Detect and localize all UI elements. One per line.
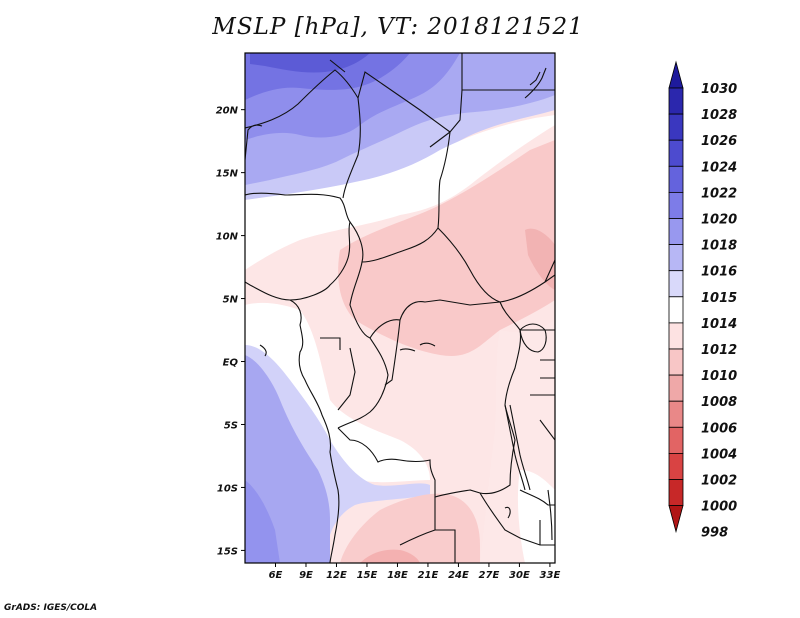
y-tick-label: 10N: [216, 232, 239, 243]
pressure-1010-south: [360, 549, 420, 563]
colorbar-level-label: 1010: [701, 369, 737, 384]
border-sahara-north: [245, 53, 555, 133]
colorbar-level-label: 1006: [701, 421, 737, 436]
border-drc-east: [337, 301, 522, 498]
map-border: [244, 52, 556, 564]
x-tick-label: 30E: [509, 570, 530, 581]
lake-tanganyika: [504, 404, 531, 491]
x-tick-label: 9E: [299, 570, 313, 581]
colorbar-level-label: 1030: [701, 82, 737, 97]
y-tick-label: 5S: [224, 420, 238, 431]
colorbar-swatch: [668, 400, 684, 428]
colorbar-bottom-arrow: [668, 505, 684, 534]
colorbar-level-label: 998: [701, 526, 728, 541]
x-tick-label: 12E: [326, 570, 347, 581]
colorbar-level-label: 1012: [701, 343, 737, 358]
colorbar-level-label: 1000: [701, 500, 737, 515]
colorbar-level-label: 1018: [701, 239, 737, 254]
colorbar-swatch: [668, 296, 684, 324]
coast-east-north: [524, 67, 547, 99]
x-tick-label: 24E: [448, 570, 469, 581]
colorbar-boxes: [668, 60, 684, 534]
y-tick-label: 15N: [216, 169, 239, 180]
colorbar-swatch: [668, 452, 684, 480]
lake-malawi: [547, 489, 553, 541]
colorbar-swatch: [668, 270, 684, 298]
colorbar-level-label: 1020: [701, 213, 737, 228]
colorbar-swatch: [668, 113, 684, 141]
colorbar-level-label: 1022: [701, 186, 737, 201]
x-tick-label: 33E: [540, 570, 561, 581]
colorbar-level-label: 1024: [701, 160, 737, 175]
pressure-1010-region: [525, 228, 555, 290]
border-north-small: [429, 131, 451, 148]
y-axis: 20N 15N 10N 5N EQ 5S 10S 15S: [216, 106, 245, 557]
lake-victoria: [519, 323, 547, 353]
border-zambia: [519, 489, 555, 545]
y-tick-label: 20N: [216, 106, 239, 117]
colorbar-top-arrow: [668, 60, 684, 89]
colorbar-labels: 1030 1028 1026 1024 1022 1020 1018 1016 1015 1014…: [701, 82, 737, 541]
x-tick-label: 21E: [418, 570, 439, 581]
colorbar-swatch: [668, 165, 684, 193]
x-tick-label: 27E: [479, 570, 500, 581]
x-axis: 6E 9E 12E 15E 18E 21E 24E 27E 30E 33E: [269, 563, 561, 581]
colorbar-level-label: 1015: [701, 291, 737, 306]
border-east: [520, 259, 555, 441]
colorbar-level-label: 1028: [701, 108, 737, 123]
colorbar-level-label: 1008: [701, 395, 737, 410]
colorbar-swatch: [668, 322, 684, 350]
x-tick-label: 15E: [357, 570, 378, 581]
x-tick-label: 18E: [387, 570, 408, 581]
pressure-1014-sahel: [245, 200, 400, 270]
map-title: MSLP [hPa], VT: 2018121521: [212, 14, 584, 40]
y-tick-label: EQ: [223, 358, 239, 369]
colorbar-level-label: 1026: [701, 134, 737, 149]
x-tick-label: 6E: [269, 570, 283, 581]
border-angola-south: [399, 492, 555, 563]
colorbar-swatch: [668, 139, 684, 167]
credit-text: GrADS: IGES/COLA: [4, 603, 98, 613]
colorbar-swatch: [668, 348, 684, 376]
colorbar-level-label: 1002: [701, 474, 737, 489]
colorbar-swatch: [668, 244, 684, 272]
border-chad-niger: [342, 97, 451, 229]
colorbar-swatch: [668, 426, 684, 454]
colorbar-level-label: 1004: [701, 447, 737, 462]
colorbar-swatch: [668, 218, 684, 246]
boundaries: [245, 53, 555, 563]
y-tick-label: 10S: [217, 483, 238, 494]
pressure-1020-coast: [245, 480, 280, 563]
colorbar-swatch: [668, 87, 684, 115]
pressure-1015-coast: [245, 302, 430, 483]
y-tick-label: 15S: [217, 546, 238, 557]
colorbar-swatch: [668, 374, 684, 402]
y-tick-label: 5N: [223, 295, 239, 306]
colorbar-swatch: [668, 479, 684, 507]
border-congo-drc: [320, 319, 401, 429]
lakes-small: [259, 342, 511, 519]
pressure-1012-south: [340, 493, 480, 563]
colorbar-level-label: 1014: [701, 317, 737, 332]
colorbar-level-label: 1016: [701, 265, 737, 280]
colorbar-swatch: [668, 191, 684, 219]
